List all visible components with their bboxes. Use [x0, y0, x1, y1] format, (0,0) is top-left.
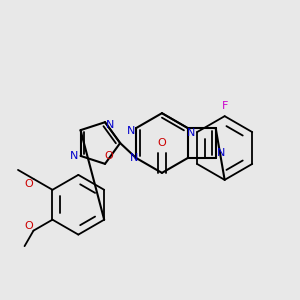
Text: N: N — [106, 120, 114, 130]
Text: N: N — [70, 151, 79, 161]
Text: N: N — [127, 126, 135, 136]
Text: O: O — [105, 151, 113, 161]
Text: N: N — [130, 153, 138, 163]
Text: O: O — [24, 220, 33, 231]
Text: N: N — [217, 148, 225, 158]
Text: O: O — [24, 179, 33, 189]
Text: F: F — [221, 101, 228, 111]
Text: N: N — [187, 128, 195, 138]
Text: O: O — [158, 138, 166, 148]
